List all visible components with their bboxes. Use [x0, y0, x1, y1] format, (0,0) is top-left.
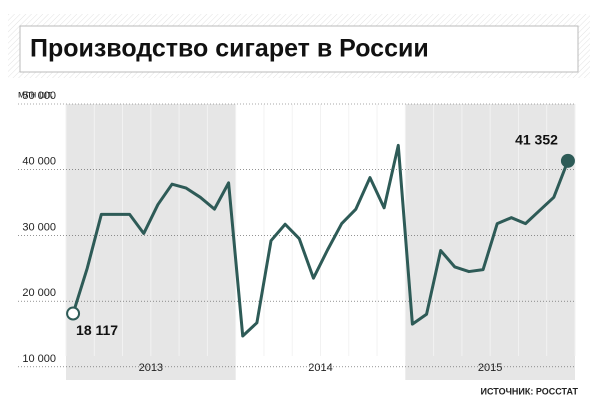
- y-tick-label: 30 000: [22, 221, 56, 233]
- y-tick-label: 20 000: [22, 287, 56, 299]
- unit-label: млн шт.: [18, 90, 53, 101]
- x-group-label: 2014: [308, 362, 332, 374]
- title-box: [19, 25, 579, 73]
- x-group-label: 2015: [478, 362, 502, 374]
- point-marker: [66, 306, 81, 321]
- series-line: [71, 143, 570, 338]
- value-label: 41 352: [515, 132, 558, 148]
- y-tick-label: 50 000: [22, 90, 56, 102]
- x-group-label: 2013: [139, 362, 163, 374]
- point-marker: [560, 153, 575, 168]
- value-label: 18 117: [76, 322, 118, 338]
- y-tick-label: 40 000: [22, 156, 56, 168]
- chart-title: Производство сигарет в России: [30, 35, 429, 63]
- source: ИСТОЧНИК: РОССТАТ: [481, 386, 579, 396]
- y-tick-label: 10 000: [22, 353, 56, 365]
